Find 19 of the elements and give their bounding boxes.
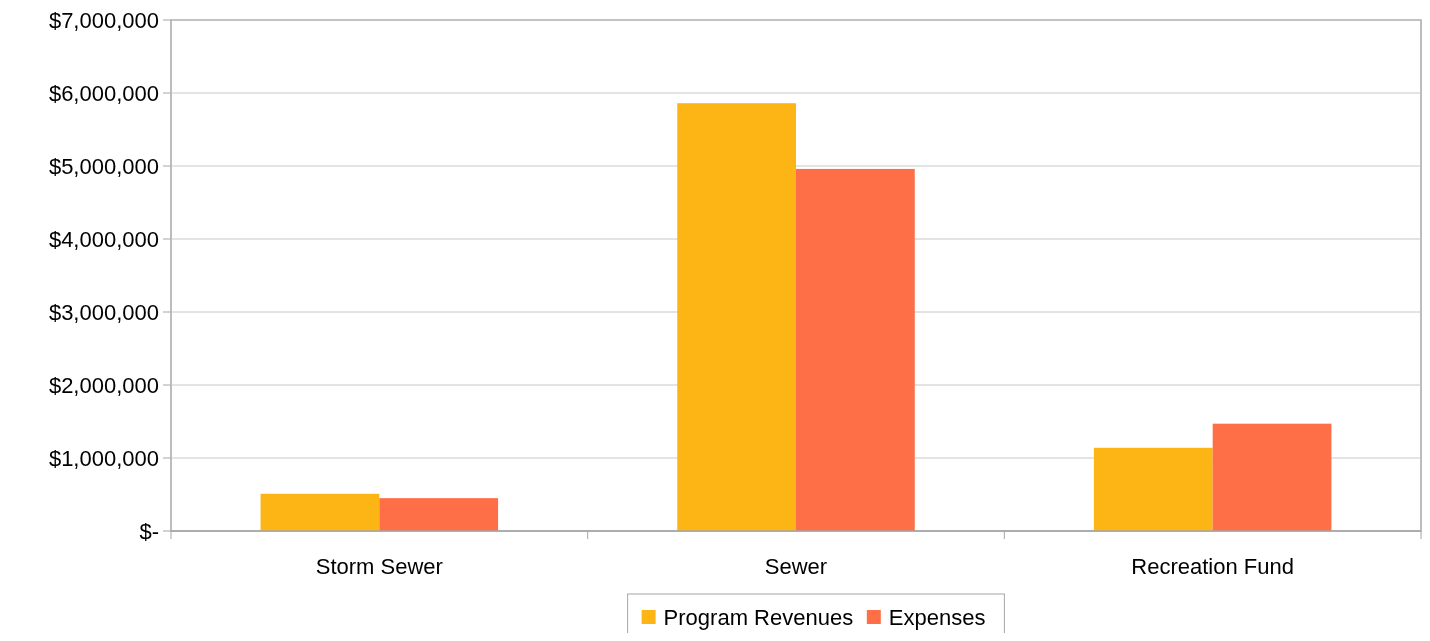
- y-tick-label: $3,000,000: [48, 299, 159, 325]
- bar: [260, 493, 380, 531]
- x-tick-label: Recreation Fund: [1131, 554, 1294, 579]
- y-tick-label: $5,000,000: [48, 153, 159, 179]
- x-tick-label: Storm Sewer: [315, 554, 443, 579]
- x-tick-label: Sewer: [764, 554, 828, 579]
- y-tick-label: $4,000,000: [48, 226, 159, 252]
- y-tick-label: $2,000,000: [48, 372, 159, 398]
- y-tick-label: $1,000,000: [48, 445, 159, 471]
- y-tick-label: $7,000,000: [48, 7, 159, 33]
- bar: [677, 103, 796, 531]
- bar: [1212, 423, 1332, 531]
- y-tick-label: $-: [139, 518, 159, 544]
- bar: [1093, 447, 1213, 531]
- bar: [379, 498, 499, 531]
- y-tick-label: $6,000,000: [48, 80, 159, 106]
- legend-label: Program Revenues: [663, 604, 854, 630]
- legend-label: Expenses: [888, 604, 986, 630]
- bar: [796, 168, 915, 531]
